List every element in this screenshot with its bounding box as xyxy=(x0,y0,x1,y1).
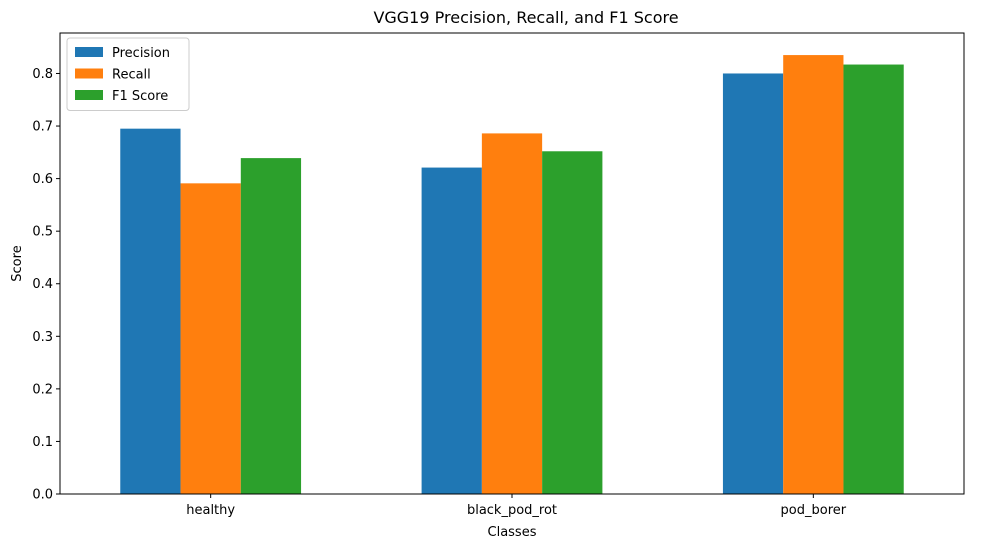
x-tick-label: healthy xyxy=(186,503,235,518)
bars-group xyxy=(120,55,904,495)
x-tick-label: black_pod_rot xyxy=(467,503,557,518)
y-axis: 0.0 0.1 0.2 0.3 0.4 0.5 0.6 0.7 0.8 xyxy=(32,67,60,503)
legend-swatch xyxy=(75,68,103,79)
bar xyxy=(783,55,844,494)
legend-swatch xyxy=(75,90,103,100)
bar xyxy=(722,73,784,494)
y-tick-label: 0.0 xyxy=(32,488,53,503)
bar xyxy=(481,133,543,495)
y-tick-label: 0.4 xyxy=(32,277,53,292)
plot-frame xyxy=(59,32,965,495)
bar xyxy=(240,158,302,494)
y-tick-label: 0.8 xyxy=(32,67,53,82)
y-tick-label: 0.1 xyxy=(32,435,53,450)
bar xyxy=(180,183,241,494)
y-axis-label: Score xyxy=(10,245,25,281)
bar xyxy=(542,151,603,494)
bar xyxy=(421,167,482,494)
bar xyxy=(843,64,904,494)
x-tick-label: pod_borer xyxy=(781,503,847,518)
y-tick-label: 0.7 xyxy=(32,120,53,135)
legend-swatch xyxy=(75,47,103,57)
legend-label: F1 Score xyxy=(112,89,168,104)
y-tick-label: 0.5 xyxy=(32,225,53,240)
y-tick-label: 0.3 xyxy=(32,330,53,345)
bar xyxy=(120,128,181,495)
legend-label: Recall xyxy=(112,68,151,83)
legend: Precision Recall F1 Score xyxy=(66,37,190,111)
x-axis-label: Classes xyxy=(488,525,537,540)
chart-title: VGG19 Precision, Recall, and F1 Score xyxy=(373,8,678,27)
x-axis: healthy black_pod_rot pod_borer xyxy=(186,494,847,518)
legend-label: Precision xyxy=(112,46,170,61)
y-tick-label: 0.2 xyxy=(32,382,53,397)
y-tick-label: 0.6 xyxy=(32,172,53,187)
